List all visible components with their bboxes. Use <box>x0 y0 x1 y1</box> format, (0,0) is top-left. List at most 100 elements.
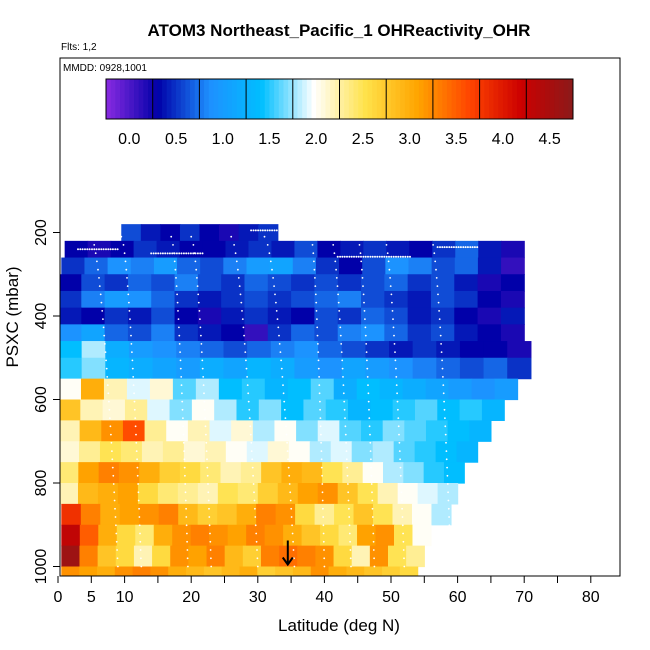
track-dot <box>177 318 180 320</box>
heat-cell <box>60 399 81 421</box>
track-dot <box>342 392 345 395</box>
track-dot <box>322 540 325 543</box>
track-dot <box>178 334 181 337</box>
heat-cell <box>78 462 100 484</box>
colorbar-segment <box>488 79 495 119</box>
heat-cell <box>242 545 262 568</box>
track-dot <box>131 359 134 362</box>
heat-cell <box>407 274 432 292</box>
heat-cell <box>275 566 294 576</box>
heat-cell <box>217 483 239 505</box>
heat-cell <box>158 503 179 526</box>
track-dot <box>177 310 179 312</box>
heat-cell <box>200 462 222 484</box>
track-dot <box>136 466 139 469</box>
heat-cell <box>330 441 353 463</box>
colorbar-segment <box>325 79 331 119</box>
track-dot <box>126 277 128 279</box>
heat-cell <box>362 462 384 484</box>
heat-cell <box>314 307 339 325</box>
heat-cell <box>221 307 246 325</box>
heat-cell <box>414 399 438 421</box>
track-dot <box>378 255 381 258</box>
heat-cell <box>103 378 128 401</box>
heat-cell <box>402 378 427 401</box>
track-dot <box>286 441 288 444</box>
heat-cell <box>79 545 99 568</box>
track-dot <box>194 252 197 255</box>
track-dot <box>368 425 371 428</box>
track-dot <box>179 359 182 362</box>
heat-cell <box>176 357 201 380</box>
colorbar-segment <box>269 79 275 119</box>
track-dot <box>362 285 364 287</box>
track-dot <box>363 301 365 304</box>
latitude-marker-arrow <box>281 540 294 567</box>
heat-cell <box>314 324 339 342</box>
track-dot <box>105 367 108 370</box>
track-dot <box>435 268 437 271</box>
heat-cell <box>257 566 276 576</box>
track-dot <box>248 408 251 411</box>
track-dot <box>383 255 386 258</box>
colorbar-segment <box>334 79 340 119</box>
x-axis-label: Latitude (deg N) <box>278 616 400 635</box>
track-dot <box>241 318 244 320</box>
heat-cell <box>270 341 296 359</box>
track-dot <box>347 499 350 502</box>
heat-cell <box>310 566 330 576</box>
track-dot <box>355 255 358 258</box>
colorbar-segment <box>456 79 462 119</box>
heat-cell <box>221 290 246 309</box>
heat-cell <box>430 307 455 325</box>
track-dot <box>447 507 450 510</box>
heat-cell <box>115 545 135 568</box>
track-dot <box>207 499 210 502</box>
track-dot <box>447 491 449 494</box>
heat-cell <box>436 357 461 380</box>
track-dot <box>448 246 451 249</box>
heat-cell <box>459 357 485 380</box>
colorbar-segment <box>432 79 439 119</box>
heat-cell <box>501 257 525 275</box>
track-dot <box>364 334 367 337</box>
track-dot <box>125 268 128 271</box>
track-dot <box>133 400 136 403</box>
heat-cell <box>328 566 347 576</box>
track-dot <box>343 255 346 258</box>
colorbar-segment <box>381 79 387 119</box>
track-dot <box>476 246 479 249</box>
heat-cell <box>81 307 106 325</box>
track-dot <box>443 408 446 411</box>
heat-cell <box>119 503 140 526</box>
heat-cell <box>197 324 222 342</box>
heat-cell <box>500 307 525 325</box>
track-dot <box>289 491 292 494</box>
track-dot <box>271 229 274 232</box>
heat-cell <box>238 224 259 242</box>
heat-cell <box>132 566 152 576</box>
heat-cell <box>151 290 176 309</box>
y-axis-label: PSXC (mbar) <box>3 266 22 367</box>
heat-cell <box>96 566 116 576</box>
track-dot <box>387 260 390 263</box>
track-dot <box>106 384 109 386</box>
track-dot <box>252 474 255 477</box>
track-dot <box>353 255 355 258</box>
track-dot <box>449 540 451 543</box>
heat-cell <box>409 240 433 259</box>
flight-track-dots <box>77 229 479 568</box>
track-dot <box>234 252 237 255</box>
colorbar-segment <box>484 79 490 119</box>
colorbar-segment <box>409 79 415 119</box>
heat-cell <box>317 240 341 259</box>
heat-cell <box>157 483 179 505</box>
heat-cell <box>99 441 122 463</box>
colorbar-tick-label: 4.5 <box>538 131 560 148</box>
track-dot <box>401 524 404 527</box>
track-dot <box>134 417 137 419</box>
heat-cell <box>61 503 82 526</box>
track-dot <box>320 441 322 444</box>
track-dot <box>372 524 374 527</box>
colorbar-segment <box>166 79 172 119</box>
